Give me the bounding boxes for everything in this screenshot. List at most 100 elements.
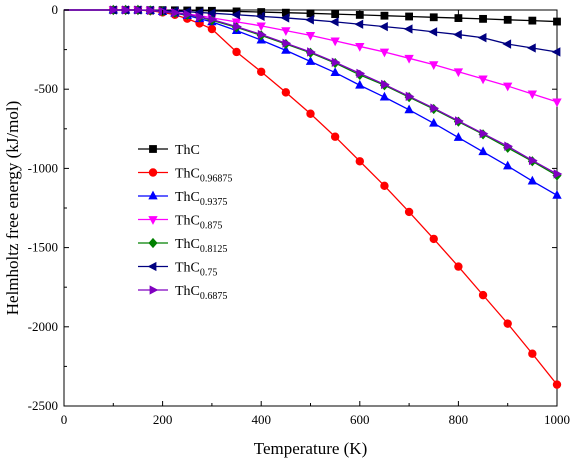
data-point xyxy=(354,19,364,29)
data-point xyxy=(232,47,241,57)
data-point xyxy=(331,10,340,19)
x-axis-title: Temperature (K) xyxy=(254,439,368,458)
data-point xyxy=(196,12,205,22)
data-point xyxy=(207,24,217,34)
legend-label: ThC xyxy=(175,143,200,158)
data-point xyxy=(503,160,513,170)
legend-label: ThC0.96875 xyxy=(175,167,232,185)
data-point xyxy=(453,132,464,141)
y-tick-label: -500 xyxy=(34,81,58,96)
data-point xyxy=(552,380,562,389)
data-point xyxy=(429,61,439,70)
data-point xyxy=(231,10,240,20)
legend-label-sub: 0.8125 xyxy=(200,244,228,255)
data-point xyxy=(403,24,413,34)
data-point xyxy=(404,104,414,114)
data-point xyxy=(306,9,315,18)
data-point xyxy=(233,21,242,32)
data-point xyxy=(305,56,316,65)
data-point xyxy=(404,207,414,217)
legend-marker xyxy=(148,216,158,225)
legend-item: ThC0.8125 xyxy=(138,237,227,255)
data-point xyxy=(257,29,267,40)
data-point xyxy=(256,22,266,32)
data-point xyxy=(281,88,291,97)
data-point xyxy=(526,43,536,53)
data-point xyxy=(479,128,489,139)
data-point xyxy=(355,79,365,89)
legend-label-sub: 0.875 xyxy=(200,221,223,232)
data-point xyxy=(330,132,340,141)
data-point xyxy=(503,15,512,24)
data-point xyxy=(477,33,487,43)
data-point xyxy=(478,290,488,300)
data-point xyxy=(504,141,514,151)
legend-marker xyxy=(147,261,157,272)
y-axis-title: Helmholtz free energy (kJ/mol) xyxy=(3,101,22,315)
legend-marker xyxy=(148,237,158,249)
legend-label: ThC0.8125 xyxy=(175,237,227,255)
data-point xyxy=(454,262,463,271)
legend-label-sub: 0.75 xyxy=(200,268,218,279)
data-point xyxy=(206,8,216,18)
legend-label: ThC0.75 xyxy=(175,261,217,279)
data-point xyxy=(331,57,341,67)
data-point xyxy=(305,31,316,41)
data-point xyxy=(528,349,537,358)
legend-label-base: ThC xyxy=(175,261,200,276)
legend-item: ThC0.875 xyxy=(138,214,222,232)
axes: 0 200 400 600 800 1000 0 -500 -1000 -1500 -2000 -25… xyxy=(28,2,570,427)
data-point xyxy=(454,116,464,126)
data-point xyxy=(453,68,464,78)
y-tick-label: -2500 xyxy=(28,398,58,413)
legend-marker xyxy=(148,190,158,200)
data-point xyxy=(306,109,315,118)
data-point xyxy=(381,79,390,90)
data-point xyxy=(527,90,538,100)
data-point xyxy=(380,11,389,20)
data-point xyxy=(552,189,562,199)
series-line xyxy=(64,9,558,386)
x-tick-label: 400 xyxy=(251,412,271,427)
data-point xyxy=(528,155,538,166)
data-point xyxy=(528,16,537,25)
plot-frame xyxy=(63,9,558,407)
data-point xyxy=(428,27,438,37)
series-ThC0.6875 xyxy=(64,5,563,179)
legend-item: ThC0.6875 xyxy=(138,284,227,302)
data-point xyxy=(330,67,340,76)
legend-label: ThC0.6875 xyxy=(175,284,227,302)
legend-label-base: ThC xyxy=(175,143,200,158)
data-point xyxy=(478,146,488,156)
data-point xyxy=(430,103,440,113)
data-point xyxy=(405,91,415,101)
x-tick-label: 0 xyxy=(61,412,68,427)
data-point xyxy=(553,17,561,26)
legend-item: ThC xyxy=(138,143,200,158)
data-point xyxy=(502,39,512,49)
y-tick-label: 0 xyxy=(52,2,59,17)
legend-label-sub: 0.9375 xyxy=(200,197,228,208)
legend-label-sub: 0.6875 xyxy=(200,291,228,302)
data-point xyxy=(280,13,290,23)
plot-area xyxy=(63,9,558,407)
data-point xyxy=(208,14,218,25)
data-point xyxy=(281,27,291,36)
legend-label-base: ThC xyxy=(175,190,200,205)
data-point xyxy=(429,13,438,22)
data-point xyxy=(479,14,487,23)
legend-label-base: ThC xyxy=(175,237,200,252)
x-tick-label: 600 xyxy=(350,412,370,427)
data-point xyxy=(159,6,168,17)
data-point xyxy=(453,29,462,40)
data-point xyxy=(527,175,538,185)
data-point xyxy=(355,157,364,166)
data-point xyxy=(405,12,414,21)
data-point xyxy=(553,169,563,179)
data-point xyxy=(379,48,390,58)
y-tick-label: -1000 xyxy=(28,160,58,175)
x-tick-label: 200 xyxy=(153,412,173,427)
data-point xyxy=(305,15,314,25)
data-point xyxy=(281,45,291,54)
data-point xyxy=(109,5,119,15)
